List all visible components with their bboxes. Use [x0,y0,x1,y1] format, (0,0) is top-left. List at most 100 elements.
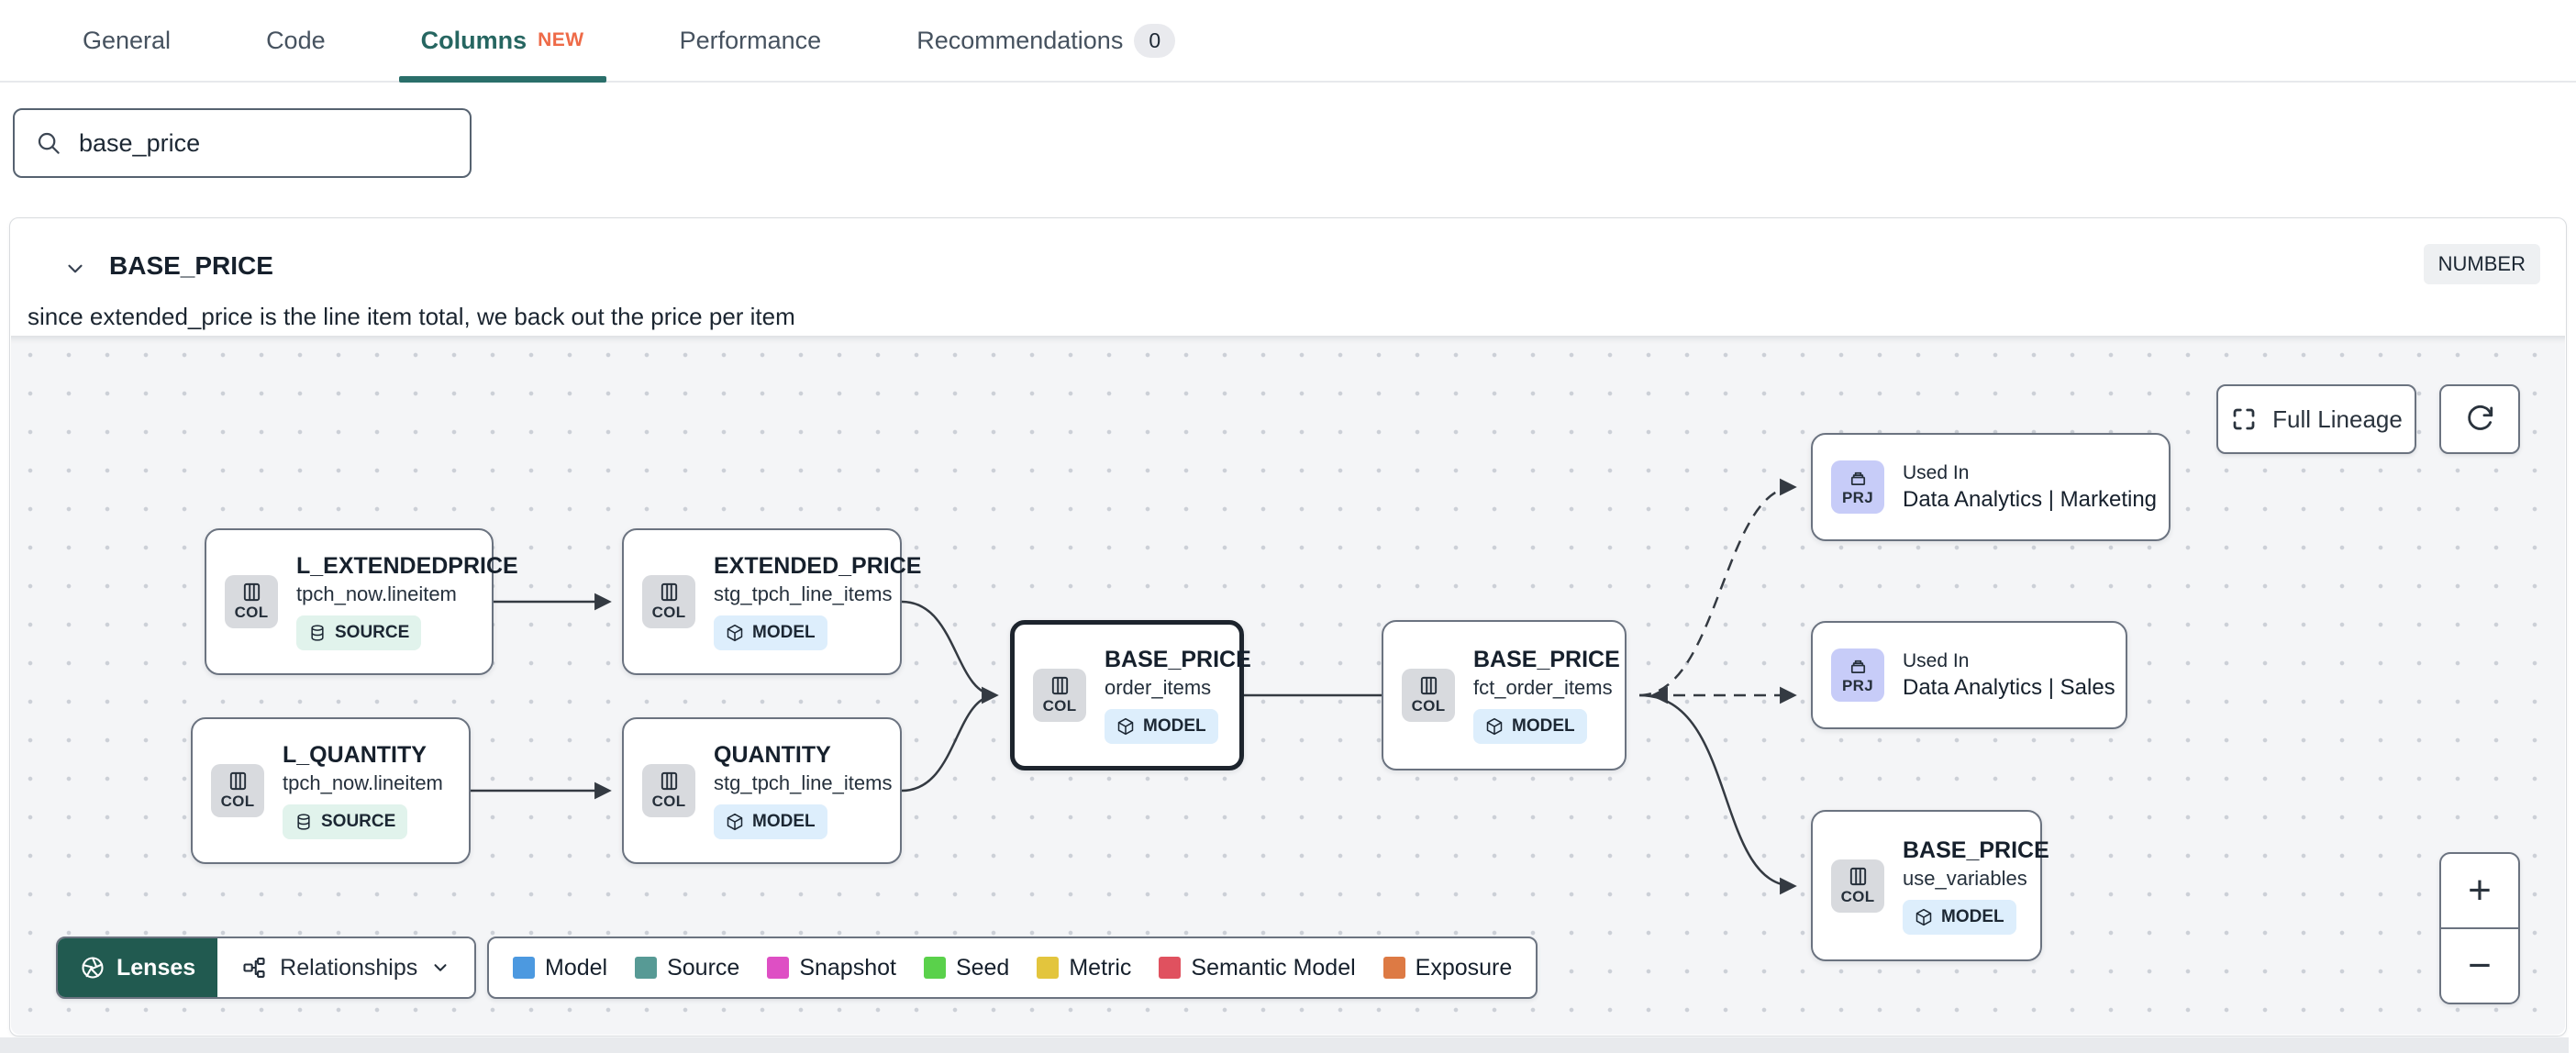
columns-icon [229,771,246,791]
column-card: BASE_PRICE NUMBER since extended_price i… [9,217,2567,1036]
zoom-out-button[interactable]: − [2468,943,2492,988]
node-subtitle: stg_tpch_line_items [714,582,893,605]
legend-item-metric: Metric [1037,955,1131,981]
columns-icon [1849,867,1866,885]
search-input[interactable] [79,128,450,158]
resource-legend: Model Source Snapshot Seed Metric Semant… [487,937,1538,999]
resource-type-badge: MODEL [714,615,827,650]
project-name: Data Analytics | Marketing [1903,486,2158,512]
node-subtitle: fct_order_items [1473,676,1613,699]
tab-bar: General Code Columns NEW Performance Rec… [0,0,2576,83]
cube-icon [1915,908,1932,926]
column-kind-box: COL [1402,669,1455,722]
database-icon [297,814,310,830]
full-lineage-label: Full Lineage [2272,405,2403,433]
tab-label: Columns [420,26,527,54]
cube-icon [727,813,743,831]
legend-item-exposure: Exposure [1382,955,1512,981]
node-subtitle: order_items [1105,676,1212,699]
aperture-icon [82,957,104,979]
cube-icon [1117,717,1134,736]
column-type-badge: NUMBER [2423,244,2540,284]
lineage-node-used-in-marketing[interactable]: PRJ Used In Data Analytics | Marketing [1811,433,2171,541]
kind-label: COL [220,793,255,810]
tab-columns[interactable]: Columns NEW [398,0,606,83]
page-bottom-strip [0,1037,2569,1053]
column-card-header: BASE_PRICE NUMBER [10,244,2566,295]
expand-icon [2233,408,2255,430]
lineage-node-base-price-use-variables[interactable]: COL BASE_PRICE use_variables MODEL [1811,810,2049,961]
full-lineage-button[interactable]: Full Lineage [2216,384,2416,454]
node-title: L_EXTENDEDPRICE [296,553,518,579]
tab-performance[interactable]: Performance [658,0,844,81]
kind-label: PRJ [1842,677,1873,694]
legend-label: Source [667,954,740,981]
kind-label: COL [1840,887,1875,905]
zoom-control: + − [2439,852,2520,1004]
node-title: QUANTITY [714,742,831,768]
legend-swatch [767,957,790,979]
legend-label: Seed [955,954,1010,981]
collapse-chevron-icon[interactable] [63,257,87,285]
cube-icon [1486,717,1503,736]
project-stack-icon [1850,471,1865,486]
tab-label: General [83,26,172,54]
legend-label: Semantic Model [1191,954,1356,981]
column-search[interactable] [13,108,472,178]
kind-label: COL [651,604,686,621]
search-icon [38,132,60,154]
lineage-edges [471,478,1797,895]
tab-code[interactable]: Code [244,0,348,81]
node-subtitle: stg_tpch_line_items [714,771,893,794]
resource-type-badge: SOURCE [296,615,422,650]
columns-icon [243,582,260,602]
legend-label: Snapshot [799,954,896,981]
refresh-button[interactable] [2439,384,2520,454]
node-title: BASE_PRICE [1105,647,1251,672]
node-title: EXTENDED_PRICE [714,553,922,579]
lineage-node-used-in-sales[interactable]: PRJ Used In Data Analytics | Sales [1811,621,2127,729]
lineage-node-quantity[interactable]: COL QUANTITY stg_tpch_line_items MODEL [622,717,902,864]
new-badge: NEW [538,29,584,50]
legend-label: Model [545,954,608,981]
cube-icon [727,624,743,642]
column-kind-box: COL [211,764,264,817]
lineage-node-base-price-fct-order-items[interactable]: COL BASE_PRICE fct_order_items MODEL [1382,620,1627,770]
legend-item-semantic-model: Semantic Model [1159,954,1356,981]
kind-label: COL [1042,697,1077,715]
lineage-node-l-quantity[interactable]: COL L_QUANTITY tpch_now.lineitem SOURCE [191,717,471,864]
node-subtitle: use_variables [1903,866,2027,890]
resource-type-badge: MODEL [714,804,827,839]
lenses-toolgroup: Lenses Relationships [56,937,477,999]
relationships-dropdown[interactable]: Relationships [217,938,475,997]
node-title: BASE_PRICE [1473,647,1620,672]
legend-item-source: Source [635,955,739,981]
zoom-in-button[interactable]: + [2441,854,2518,929]
lineage-node-base-price-order-items[interactable]: COL BASE_PRICE order_items MODEL [1010,620,1251,770]
kind-label: PRJ [1842,489,1873,506]
column-description: since extended_price is the line item to… [28,303,795,330]
project-kind-box: PRJ [1831,460,1884,514]
resource-type-badge: SOURCE [283,804,408,839]
legend-item-snapshot: Snapshot [767,955,896,981]
columns-icon [1420,676,1437,695]
lineage-node-extended-price[interactable]: COL EXTENDED_PRICE stg_tpch_line_items M… [622,528,921,675]
column-name: BASE_PRICE [109,251,273,280]
lineage-canvas[interactable]: COL L_EXTENDEDPRICE tpch_now.lineitem SO… [11,336,2565,1035]
project-name: Data Analytics | Sales [1903,674,2115,700]
badge-label: MODEL [1143,716,1206,736]
refresh-icon [2468,405,2493,430]
column-kind-box: COL [642,764,695,817]
legend-swatch [923,957,946,979]
recommendations-count-badge: 0 [1134,23,1176,58]
kind-label: COL [651,793,686,810]
resource-type-badge: MODEL [1903,899,2016,935]
lenses-button[interactable]: Lenses [58,938,218,997]
tab-general[interactable]: General [61,0,193,81]
resource-type-badge: MODEL [1105,709,1218,744]
tab-recommendations[interactable]: Recommendations 0 [894,0,1197,81]
lineage-node-l-extendedprice[interactable]: COL L_EXTENDEDPRICE tpch_now.lineitem SO… [205,528,518,675]
node-subtitle: tpch_now.lineitem [283,771,443,794]
columns-icon [661,771,677,791]
legend-swatch [1382,957,1405,979]
